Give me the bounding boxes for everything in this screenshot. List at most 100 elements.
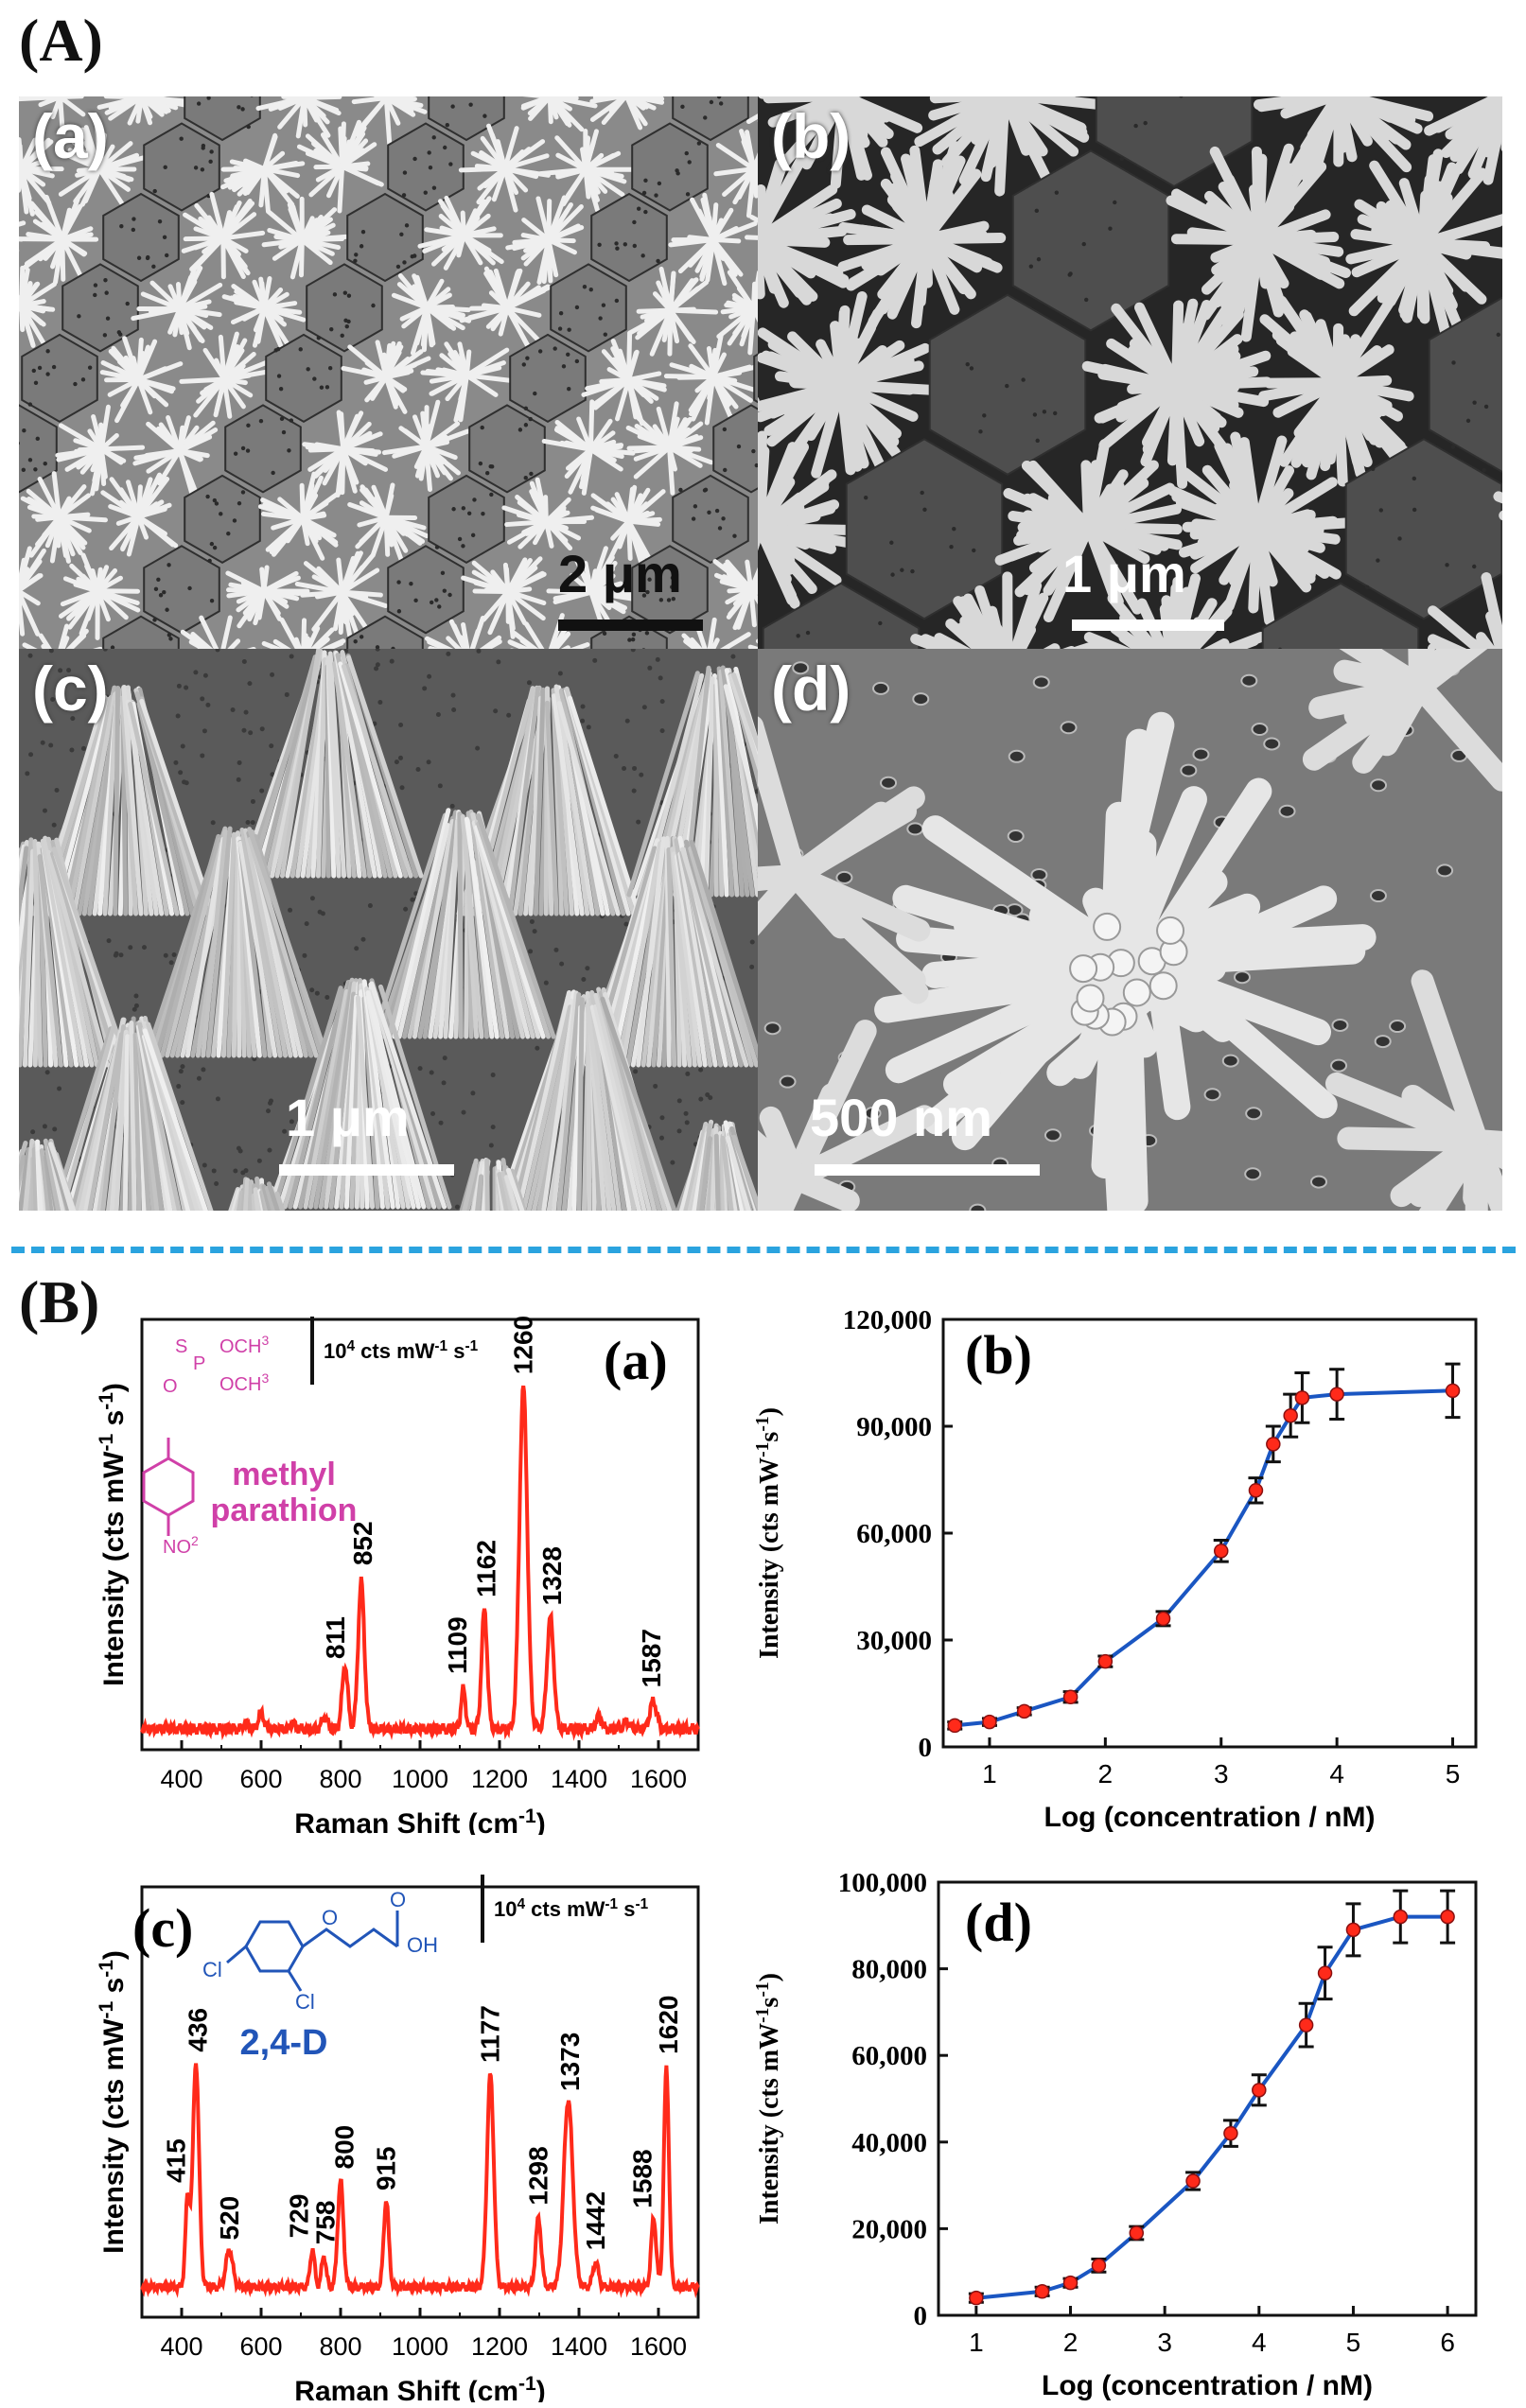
pore	[442, 588, 447, 593]
nanorod	[299, 218, 320, 243]
nanorod	[695, 624, 708, 649]
pore	[614, 298, 620, 304]
nanorod	[1251, 146, 1265, 246]
pore	[142, 945, 148, 951]
nanorod	[1485, 96, 1502, 152]
nanorod	[227, 638, 241, 649]
pore	[237, 105, 241, 110]
pore	[118, 952, 124, 958]
pore	[481, 511, 485, 516]
pore	[1465, 418, 1471, 424]
nanorod	[921, 234, 983, 273]
hexagon-pit	[672, 474, 749, 565]
pore	[128, 945, 133, 951]
nanorod	[1021, 461, 1095, 533]
nanorod	[122, 1034, 131, 1211]
nanorod	[688, 343, 716, 380]
nanorod	[309, 627, 335, 649]
nanorod	[231, 841, 240, 1058]
nanorod	[710, 207, 734, 242]
pore	[281, 429, 287, 435]
nanorod	[745, 130, 757, 172]
pore	[675, 171, 680, 176]
nanorod	[529, 480, 549, 525]
nanorod	[22, 642, 38, 649]
nanorod	[543, 519, 569, 531]
pore	[585, 966, 590, 971]
nanorod	[1251, 523, 1275, 626]
pore	[243, 1168, 249, 1174]
nanorod	[623, 96, 657, 111]
hexagon-pit	[184, 96, 261, 142]
nanorod	[64, 446, 104, 472]
section-label-a: (A)	[19, 7, 103, 74]
pore	[574, 305, 580, 310]
nanorod	[710, 363, 758, 380]
pore	[708, 1095, 713, 1101]
nanorod	[457, 373, 469, 413]
nanorod	[120, 376, 141, 409]
nanorod	[220, 236, 241, 257]
pore	[703, 115, 708, 120]
pore	[640, 580, 645, 585]
pore	[1233, 970, 1251, 985]
nanorod	[38, 96, 63, 108]
nanorod	[691, 375, 716, 422]
nanorod	[461, 621, 470, 649]
nanorod	[96, 152, 140, 172]
pore	[1374, 1035, 1392, 1049]
nanorod	[481, 303, 510, 311]
nanorod	[520, 1004, 573, 1211]
pore	[1036, 256, 1042, 262]
nanorod	[57, 515, 86, 550]
pore	[367, 903, 373, 909]
pore	[718, 101, 724, 106]
pore	[1032, 412, 1038, 417]
pore	[27, 653, 33, 658]
nanorod	[312, 637, 330, 649]
nanorod	[536, 237, 552, 285]
pore	[202, 672, 208, 678]
pore	[641, 593, 647, 598]
pore	[31, 368, 36, 374]
nanorod	[340, 138, 369, 169]
pore	[298, 347, 303, 352]
nanorod	[100, 490, 141, 519]
pore	[284, 691, 289, 697]
pore	[168, 637, 173, 641]
pore	[258, 418, 264, 424]
pore	[241, 658, 247, 664]
pore	[643, 178, 648, 183]
nanorod	[98, 432, 119, 452]
nanorod	[58, 96, 86, 117]
pore	[33, 467, 38, 472]
rod-tip	[1076, 984, 1105, 1013]
nanorod	[710, 220, 758, 242]
nanorod	[1214, 441, 1262, 534]
pore	[450, 104, 455, 109]
nanorod	[252, 305, 267, 348]
nanorod	[758, 158, 785, 245]
nanorod	[135, 1024, 173, 1211]
nanorod	[220, 201, 255, 241]
pore	[353, 258, 358, 263]
pore	[627, 637, 632, 642]
nanorod	[576, 997, 585, 1211]
scale-label: 1 μm	[286, 1088, 410, 1147]
nanorod	[60, 636, 70, 649]
pore	[472, 497, 477, 502]
nanorod	[166, 415, 183, 454]
pore	[1364, 585, 1370, 589]
nanorod	[710, 236, 744, 277]
nanorod	[341, 365, 389, 380]
nanorod	[177, 304, 208, 312]
pore	[1221, 1054, 1239, 1068]
pore	[969, 1203, 987, 1211]
nanorod	[667, 401, 679, 450]
nanorod	[46, 1141, 71, 1211]
pore	[754, 789, 758, 794]
pore	[1451, 360, 1456, 365]
nanorod	[551, 627, 568, 649]
nanorod	[311, 589, 345, 632]
pore	[659, 1135, 665, 1141]
